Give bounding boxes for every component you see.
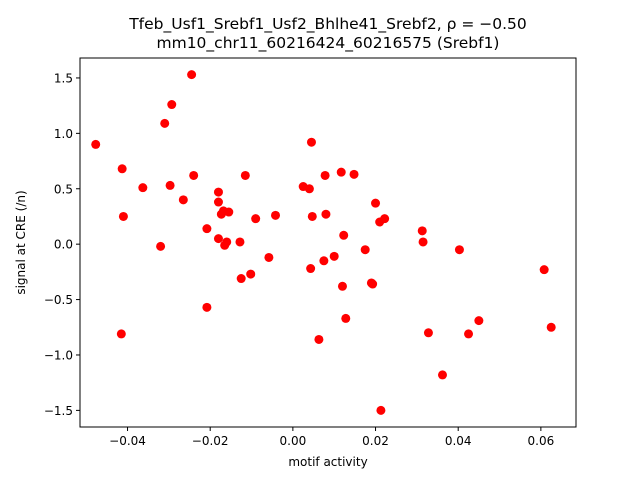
data-point-38 <box>329 251 339 261</box>
y-tick-label-6: 1.5 <box>54 71 73 85</box>
data-point-42 <box>341 313 351 323</box>
data-point-59 <box>546 322 556 332</box>
data-point-41 <box>339 230 349 240</box>
data-point-55 <box>454 245 464 255</box>
data-point-39 <box>336 167 346 177</box>
data-point-0 <box>91 139 101 149</box>
data-point-37 <box>321 209 331 219</box>
data-point-51 <box>417 226 427 236</box>
data-point-27 <box>264 252 274 262</box>
data-point-23 <box>236 274 246 284</box>
data-points <box>91 70 556 415</box>
data-point-54 <box>437 370 447 380</box>
x-tick-label-5: 0.06 <box>528 434 555 448</box>
data-point-47 <box>371 198 381 208</box>
data-point-12 <box>202 224 212 234</box>
data-point-14 <box>213 187 223 197</box>
data-point-43 <box>349 169 359 179</box>
chart-title-line2: mm10_chr11_60216424_60216575 (Srebf1) <box>157 34 500 53</box>
data-point-36 <box>320 170 330 180</box>
y-axis-ticks: −1.5 −1.0 −0.5 0.0 0.5 1.0 1.5 <box>44 71 80 418</box>
data-point-58 <box>539 265 549 275</box>
data-point-21 <box>224 207 234 217</box>
x-axis-label: motif activity <box>288 455 367 469</box>
data-point-52 <box>418 237 428 247</box>
data-point-1 <box>117 164 127 174</box>
data-point-10 <box>187 70 197 80</box>
y-tick-label-3: 0.0 <box>54 238 73 252</box>
data-point-40 <box>337 281 347 291</box>
data-point-13 <box>202 302 212 312</box>
data-point-2 <box>118 211 128 221</box>
x-tick-label-2: 0.00 <box>280 434 307 448</box>
data-point-31 <box>306 264 316 274</box>
data-point-57 <box>474 316 484 326</box>
data-point-22 <box>235 237 245 247</box>
data-point-30 <box>304 184 314 194</box>
data-point-20 <box>222 237 232 247</box>
data-point-56 <box>464 329 474 339</box>
data-point-25 <box>246 269 256 279</box>
y-tick-label-1: −1.0 <box>44 348 73 362</box>
data-point-16 <box>213 234 223 244</box>
data-point-8 <box>167 100 177 110</box>
data-point-4 <box>138 183 148 193</box>
x-tick-label-3: 0.02 <box>362 434 389 448</box>
data-point-9 <box>178 195 188 205</box>
data-point-3 <box>116 329 126 339</box>
data-point-7 <box>165 180 175 190</box>
chart-title-line1: Tfeb_Usf1_Srebf1_Usf2_Bhlhe41_Srebf2, ρ … <box>128 15 527 34</box>
data-point-11 <box>189 170 199 180</box>
x-tick-label-4: 0.04 <box>445 434 472 448</box>
data-point-32 <box>306 137 316 147</box>
axes-frame <box>79 57 577 428</box>
y-tick-label-2: −0.5 <box>44 293 73 307</box>
y-tick-label-4: 0.5 <box>54 182 73 196</box>
data-point-35 <box>319 256 329 266</box>
x-tick-label-1: −0.02 <box>192 434 229 448</box>
y-axis-label: signal at CRE (/n) <box>14 190 28 294</box>
data-point-44 <box>360 245 370 255</box>
y-tick-label-5: 1.0 <box>54 127 73 141</box>
data-point-33 <box>307 211 317 221</box>
x-axis-ticks: −0.04 −0.02 0.00 0.02 0.04 0.06 <box>109 427 554 448</box>
y-tick-label-0: −1.5 <box>44 404 73 418</box>
data-point-34 <box>314 334 324 344</box>
data-point-6 <box>160 118 170 128</box>
x-tick-label-0: −0.04 <box>109 434 146 448</box>
data-point-26 <box>251 214 261 224</box>
data-point-28 <box>271 210 281 220</box>
data-point-24 <box>240 170 250 180</box>
data-point-5 <box>156 241 166 251</box>
data-point-15 <box>213 197 223 207</box>
data-point-49 <box>376 405 386 415</box>
data-point-53 <box>423 328 433 338</box>
data-point-46 <box>368 279 378 289</box>
plot-area: −0.04 −0.02 0.00 0.02 0.04 0.06 −1.5 −1.0 −0.5 0… <box>44 57 577 448</box>
data-point-50 <box>380 214 390 224</box>
